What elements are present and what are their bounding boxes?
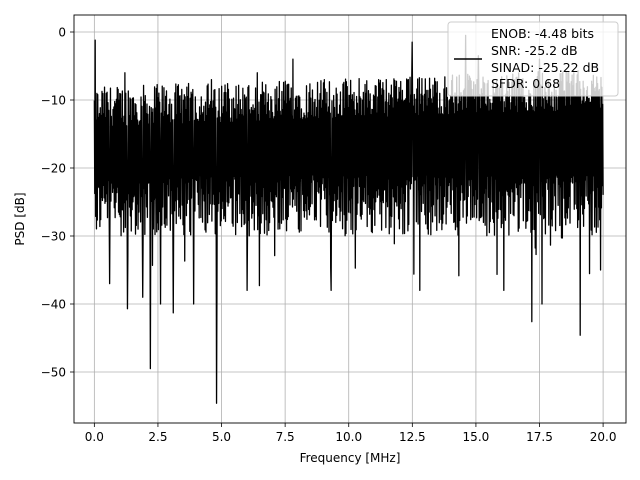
y-tick-label: −20 (41, 162, 66, 176)
y-tick-label: −40 (41, 298, 66, 312)
x-tick-label: 10.0 (335, 430, 362, 444)
axes-frame (73, 14, 627, 424)
legend-snr: SNR: -25.2 dB (491, 43, 578, 58)
legend-enob: ENOB: -4.48 bits (491, 26, 594, 41)
legend-box (447, 21, 619, 97)
legend-sinad: SINAD: -25.22 dB (491, 60, 599, 75)
x-tick-label: 0.0 (85, 430, 104, 444)
x-tick-label: 5.0 (212, 430, 231, 444)
legend: ENOB: -4.48 bits SNR: -25.2 dB SINAD: -2… (447, 21, 619, 97)
x-axis-label: Frequency [MHz] (300, 451, 401, 465)
x-axis-ticks: 0.0 2.5 5.0 7.5 10.0 12.5 15.0 17.5 20.0 (85, 423, 617, 444)
x-tick-label: 7.5 (276, 430, 295, 444)
y-tick-label: −50 (41, 366, 66, 380)
psd-line (93, 34, 604, 404)
legend-sfdr: SFDR: 0.68 (491, 76, 560, 91)
x-tick-label: 2.5 (148, 430, 167, 444)
x-tick-label: 15.0 (463, 430, 490, 444)
y-axis-ticks: 0 −10 −20 −30 −40 −50 (41, 26, 74, 380)
y-tick-label: −30 (41, 230, 66, 244)
y-tick-label: −10 (41, 94, 66, 108)
x-tick-label: 17.5 (526, 430, 553, 444)
y-tick-label: 0 (58, 26, 66, 40)
x-tick-label: 12.5 (399, 430, 426, 444)
x-tick-label: 20.0 (590, 430, 617, 444)
y-axis-label: PSD [dB] (13, 192, 27, 245)
psd-series (93, 34, 604, 404)
